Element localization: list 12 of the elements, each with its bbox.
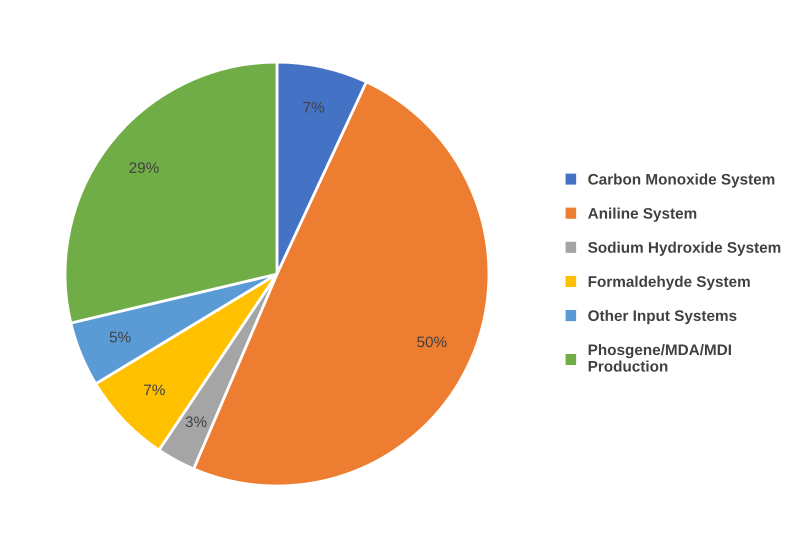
data-label: 7% (144, 384, 165, 396)
data-label: 29% (129, 162, 159, 174)
data-label: 3% (186, 416, 207, 428)
legend-label: Carbon Monoxide System (588, 173, 774, 188)
data-label: 7% (303, 102, 324, 113)
legend-label: Phosgene/MDA/MDI Production (588, 344, 731, 372)
legend-label: Aniline System (588, 208, 696, 222)
legend-label: Formaldehyde System (588, 276, 750, 290)
legend-label: Other Input Systems (588, 310, 736, 324)
data-label: 5% (110, 332, 131, 342)
data-label: 50% (417, 336, 447, 348)
legend-label: Sodium Hydroxide System (588, 242, 780, 256)
